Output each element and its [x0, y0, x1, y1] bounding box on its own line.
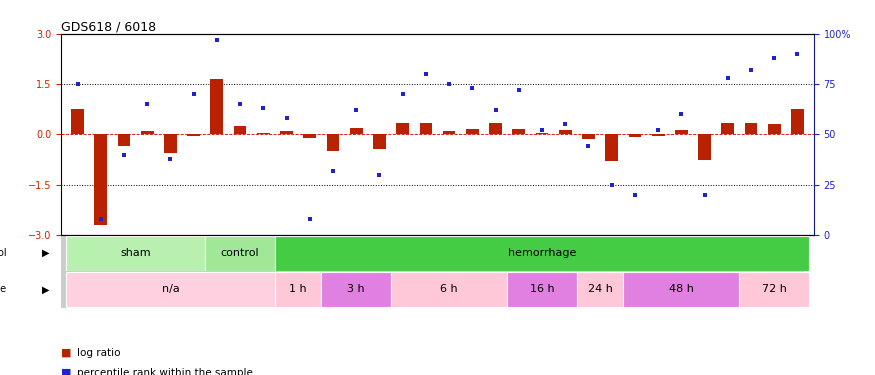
Bar — [536, 133, 549, 134]
Bar — [739, 272, 809, 307]
Bar — [582, 134, 595, 140]
Bar — [275, 272, 321, 307]
Bar — [559, 130, 571, 134]
Bar — [187, 134, 200, 136]
Bar — [326, 134, 340, 151]
Bar — [577, 272, 623, 307]
Point — [767, 55, 781, 61]
Point — [605, 182, 619, 188]
Point — [721, 75, 735, 81]
Bar — [396, 123, 409, 134]
Bar — [275, 236, 809, 270]
Point — [164, 156, 178, 162]
Point — [675, 111, 689, 117]
Point — [628, 192, 642, 198]
Bar — [206, 236, 275, 270]
Bar — [466, 129, 479, 134]
Bar — [652, 134, 664, 136]
Point — [71, 81, 85, 87]
Bar — [721, 123, 734, 134]
Text: log ratio: log ratio — [77, 348, 121, 357]
Bar — [443, 131, 456, 134]
Point — [442, 81, 456, 87]
Bar — [698, 134, 711, 159]
Bar — [489, 123, 502, 134]
Bar — [234, 126, 247, 134]
Bar — [507, 272, 577, 307]
Text: ■: ■ — [61, 348, 72, 357]
Text: hemorrhage: hemorrhage — [507, 248, 577, 258]
Bar — [257, 133, 270, 134]
Point — [512, 87, 526, 93]
Bar — [350, 128, 362, 134]
Bar — [791, 109, 804, 134]
Bar — [623, 272, 739, 307]
Bar — [675, 130, 688, 134]
Text: control: control — [220, 248, 259, 258]
Text: 1 h: 1 h — [290, 284, 307, 294]
Bar — [280, 131, 293, 134]
Text: ■: ■ — [61, 368, 72, 375]
Point — [186, 91, 200, 97]
Text: 3 h: 3 h — [347, 284, 365, 294]
Text: ▶: ▶ — [43, 248, 50, 258]
Text: time: time — [0, 284, 7, 294]
Bar — [745, 123, 758, 134]
Bar — [513, 129, 525, 134]
Bar — [606, 134, 618, 161]
Text: n/a: n/a — [162, 284, 179, 294]
Point — [233, 101, 247, 107]
Text: 24 h: 24 h — [588, 284, 612, 294]
Bar — [304, 134, 316, 138]
Point — [256, 105, 270, 111]
Point — [326, 168, 340, 174]
Text: ▶: ▶ — [43, 284, 50, 294]
Bar — [211, 79, 223, 134]
Point — [651, 128, 665, 134]
Text: 16 h: 16 h — [529, 284, 555, 294]
Point — [349, 107, 363, 113]
Bar — [66, 272, 275, 307]
Text: 72 h: 72 h — [762, 284, 787, 294]
Bar — [141, 131, 154, 134]
Point — [210, 37, 224, 43]
Text: GDS618 / 6018: GDS618 / 6018 — [61, 21, 157, 34]
Point — [419, 71, 433, 77]
Point — [140, 101, 154, 107]
Point — [582, 144, 596, 150]
Bar — [164, 134, 177, 153]
Text: percentile rank within the sample: percentile rank within the sample — [77, 368, 253, 375]
Point — [396, 91, 410, 97]
Point — [558, 122, 572, 128]
Bar — [628, 134, 641, 137]
Text: 6 h: 6 h — [440, 284, 458, 294]
Bar — [66, 236, 206, 270]
Point — [279, 115, 293, 121]
Point — [790, 51, 804, 57]
Text: sham: sham — [120, 248, 150, 258]
Bar — [373, 134, 386, 150]
Text: 48 h: 48 h — [668, 284, 694, 294]
Bar — [94, 134, 107, 225]
Point — [697, 192, 711, 198]
Point — [488, 107, 502, 113]
Bar — [391, 272, 507, 307]
Point — [117, 152, 131, 157]
Point — [373, 172, 387, 178]
Bar — [71, 109, 84, 134]
Bar — [419, 123, 432, 134]
Point — [94, 216, 108, 222]
Bar — [117, 134, 130, 146]
Point — [744, 67, 758, 73]
Bar — [321, 272, 391, 307]
Text: protocol: protocol — [0, 248, 7, 258]
Point — [535, 128, 549, 134]
Bar — [768, 124, 780, 134]
Point — [466, 85, 480, 91]
Point — [303, 216, 317, 222]
